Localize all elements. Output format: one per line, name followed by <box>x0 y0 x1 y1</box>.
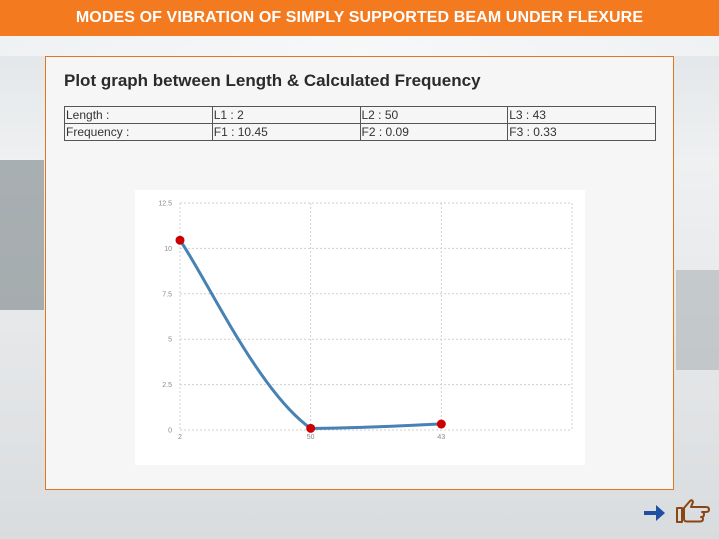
y-tick-label: 10 <box>164 246 172 253</box>
table-row-length: Length : L1 : 2 L2 : 50 L3 : 43 <box>64 106 656 124</box>
table-cell: Frequency : <box>64 123 213 141</box>
table-cell: F2 : 0.09 <box>359 123 509 141</box>
arrow-right-icon[interactable] <box>642 502 666 524</box>
page-title: MODES OF VIBRATION OF SIMPLY SUPPORTED B… <box>75 9 644 26</box>
data-point <box>436 419 446 429</box>
y-tick-label: 2.5 <box>162 382 172 389</box>
table-cell: F3 : 0.33 <box>507 123 656 141</box>
table-cell: L3 : 43 <box>507 106 656 124</box>
background-left-equipment <box>0 160 44 310</box>
x-tick-label: 43 <box>437 434 445 441</box>
data-point <box>306 423 316 433</box>
table-cell: Length : <box>64 106 213 124</box>
table-row-frequency: Frequency : F1 : 10.45 F2 : 0.09 F3 : 0.… <box>64 123 656 141</box>
x-tick-label: 50 <box>307 434 315 441</box>
table-cell: F1 : 10.45 <box>211 123 361 141</box>
y-tick-label: 12.5 <box>158 201 172 208</box>
y-tick-label: 0 <box>168 428 172 435</box>
x-tick-label: 2 <box>178 434 182 441</box>
data-point <box>175 235 185 245</box>
y-tick-label: 5 <box>168 337 172 344</box>
series-line <box>178 238 443 430</box>
page-header: MODES OF VIBRATION OF SIMPLY SUPPORTED B… <box>0 0 719 36</box>
readings-table: Length : L1 : 2 L2 : 50 L3 : 43 Frequenc… <box>64 106 656 141</box>
background-ceiling <box>0 36 719 56</box>
y-tick-label: 7.5 <box>162 291 172 298</box>
table-cell: L2 : 50 <box>359 106 509 124</box>
panel-title: Plot graph between Length & Calculated F… <box>64 71 481 90</box>
content-panel: Plot graph between Length & Calculated F… <box>45 56 674 490</box>
navigation <box>642 496 712 528</box>
line-chart: 0 2.5 5 7.5 10 12.5 2 50 43 <box>158 201 573 441</box>
chart-container: 0 2.5 5 7.5 10 12.5 2 50 43 <box>135 190 585 465</box>
table-cell: L1 : 2 <box>211 106 361 124</box>
pointing-hand-icon[interactable] <box>674 496 710 526</box>
background-right-equipment <box>676 270 719 370</box>
